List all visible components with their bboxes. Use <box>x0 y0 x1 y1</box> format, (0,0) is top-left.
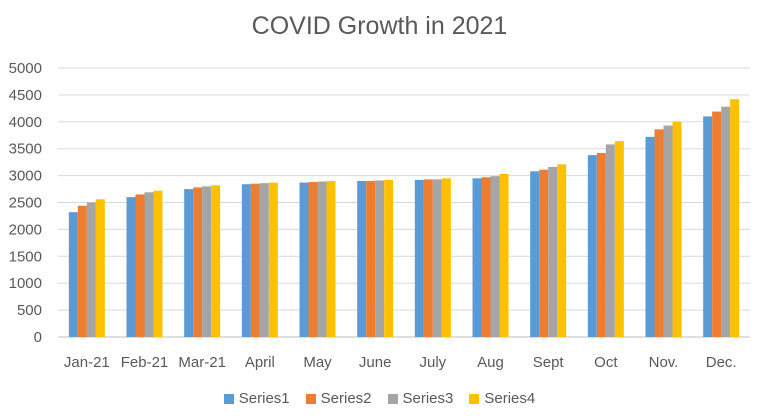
bar-series3-may <box>317 181 327 337</box>
bar-series1-sept <box>530 171 540 337</box>
y-tick-label: 5000 <box>9 60 42 77</box>
legend-swatch <box>305 393 316 404</box>
bar-series4-april <box>268 182 278 337</box>
bar-series3-june <box>375 180 385 337</box>
x-tick-label: Jan-21 <box>64 354 110 371</box>
legend-item-series4: Series4 <box>469 390 535 407</box>
bar-series1-feb21 <box>126 197 136 337</box>
bar-series4-june <box>384 179 394 337</box>
bar-series4-aug <box>499 173 509 337</box>
legend-item-series1: Series1 <box>223 390 290 407</box>
bar-series4-mar21 <box>211 185 221 337</box>
bar-series4-feb21 <box>153 190 163 337</box>
bar-series2-mar21 <box>193 187 203 337</box>
bar-series4-dec <box>730 99 740 337</box>
bar-series1-aug <box>472 178 482 337</box>
bar-series2-feb21 <box>135 194 145 337</box>
bar-series2-oct <box>596 153 606 337</box>
bar-series3-april <box>259 183 269 337</box>
legend-swatch <box>387 393 398 404</box>
bar-series1-june <box>357 180 367 337</box>
y-tick-label: 4500 <box>9 87 42 104</box>
bar-series3-aug <box>490 176 500 337</box>
bar-series2-jan21 <box>77 205 87 337</box>
chart-title: COVID Growth in 2021 <box>251 12 508 40</box>
legend-label: Series2 <box>320 390 372 407</box>
bar-series1-nov <box>645 136 655 337</box>
bar-series4-nov <box>672 121 682 337</box>
bar-series4-oct <box>614 141 624 337</box>
bar-series2-aug <box>481 177 491 337</box>
y-tick-label: 0 <box>34 329 42 346</box>
bar-series1-dec <box>703 116 713 337</box>
bar-series2-dec <box>712 111 722 337</box>
bar-series2-nov <box>654 129 664 337</box>
bar-series4-july <box>441 178 451 337</box>
y-tick-label: 500 <box>17 302 42 319</box>
bar-series3-dec <box>721 106 731 338</box>
bar-series2-july <box>423 179 433 337</box>
bar-series1-may <box>299 182 309 337</box>
legend-label: Series4 <box>484 390 536 407</box>
bar-series4-may <box>326 180 336 337</box>
legend-swatch <box>469 393 480 404</box>
x-tick-label: Oct <box>594 354 618 371</box>
bar-series3-sept <box>548 166 558 337</box>
bar-series3-mar21 <box>202 186 212 337</box>
x-tick-label: Feb-21 <box>121 354 169 371</box>
x-tick-label: Mar-21 <box>178 354 226 371</box>
x-tick-label: Sept <box>533 354 565 371</box>
bar-series2-april <box>250 183 260 337</box>
bar-series4-sept <box>557 164 567 337</box>
bar-series3-jan21 <box>86 202 96 337</box>
bar-series1-mar21 <box>184 189 194 337</box>
y-tick-label: 4000 <box>9 114 42 131</box>
bar-series3-nov <box>663 125 673 337</box>
x-tick-label: Nov. <box>649 354 679 371</box>
bar-series3-oct <box>605 144 615 337</box>
x-tick-label: Dec. <box>706 354 737 371</box>
legend-item-series2: Series2 <box>305 390 372 407</box>
bar-series1-july <box>414 179 424 337</box>
legend-item-series3: Series3 <box>387 390 454 407</box>
y-tick-label: 3500 <box>9 141 42 158</box>
y-tick-label: 2500 <box>9 195 42 212</box>
x-tick-label: June <box>359 354 392 371</box>
legend-label: Series1 <box>238 390 290 407</box>
x-tick-label: Aug <box>477 354 504 371</box>
y-tick-label: 1000 <box>9 275 42 292</box>
bar-series1-oct <box>587 155 597 337</box>
y-tick-label: 1500 <box>9 248 42 265</box>
bar-series2-june <box>366 180 376 337</box>
bar-series3-july <box>432 179 442 337</box>
legend-label: Series3 <box>402 390 454 407</box>
bar-series3-feb21 <box>144 192 154 337</box>
chart-legend: Series1 Series2 Series3 Series4 <box>0 390 759 407</box>
y-tick-label: 2000 <box>9 221 42 238</box>
legend-swatch <box>223 393 234 404</box>
bar-series1-april <box>241 184 251 337</box>
bar-series1-jan21 <box>68 212 78 337</box>
bar-series2-sept <box>539 169 549 337</box>
x-tick-label: July <box>419 354 446 371</box>
bar-series2-may <box>308 182 318 337</box>
x-tick-label: May <box>303 354 332 371</box>
bar-series4-jan21 <box>95 199 105 337</box>
y-tick-label: 3000 <box>9 168 42 185</box>
x-tick-label: April <box>245 354 275 371</box>
